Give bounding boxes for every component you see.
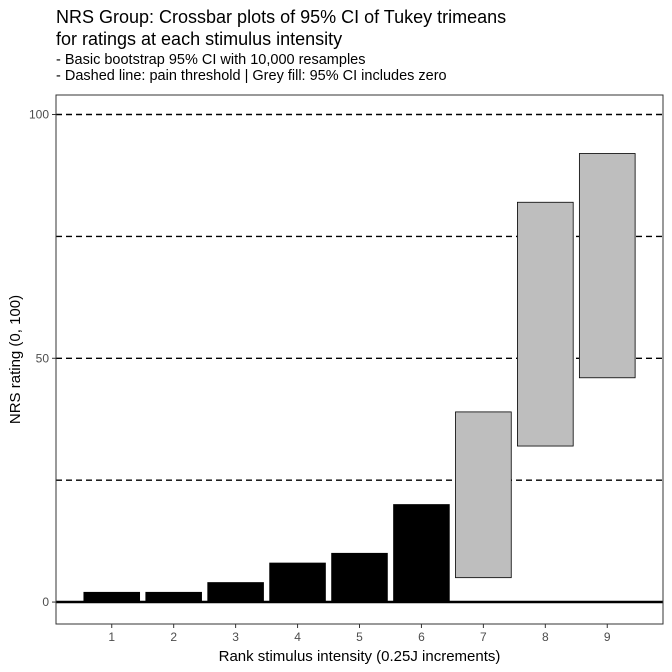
x-tick-label: 8	[542, 630, 549, 644]
x-tick-label: 4	[294, 630, 301, 644]
crossbar-1	[83, 591, 141, 603]
crossbar-8	[517, 201, 574, 447]
crossbar-3	[207, 582, 264, 603]
x-tick-label: 1	[108, 630, 115, 644]
y-axis-label: NRS rating (0, 100)	[7, 295, 24, 424]
x-tick-label: 3	[232, 630, 239, 644]
crossbar-5	[331, 552, 388, 603]
crossbar-9	[578, 153, 636, 379]
crossbar-7	[455, 411, 512, 579]
x-axis-ticks: 1 2 3 4 5 6 7 8 9	[108, 624, 611, 644]
chart-title-line-2: for ratings at each stimulus intensity	[56, 29, 343, 49]
chart-subtitle-line-2: - Dashed line: pain threshold | Grey fil…	[56, 68, 447, 84]
chart-title: NRS Group: Crossbar plots of 95% CI of T…	[56, 6, 506, 50]
x-tick-label: 2	[170, 630, 177, 644]
crossbar-4	[269, 562, 326, 603]
crossbars	[83, 153, 636, 603]
crossbar-2	[145, 591, 202, 603]
y-axis-ticks: 0 50 100	[29, 108, 56, 609]
y-tick-label: 100	[29, 108, 49, 122]
chart-subtitle: - Basic bootstrap 95% CI with 10,000 res…	[56, 52, 447, 84]
y-tick-label: 0	[42, 595, 49, 609]
x-axis-label: Rank stimulus intensity (0.25J increment…	[219, 648, 501, 665]
y-tick-label: 50	[36, 351, 50, 365]
x-tick-label: 7	[480, 630, 487, 644]
x-tick-label: 5	[356, 630, 363, 644]
chart-subtitle-line-1: - Basic bootstrap 95% CI with 10,000 res…	[56, 52, 366, 68]
chart-title-line-1: NRS Group: Crossbar plots of 95% CI of T…	[56, 7, 507, 27]
crossbar-6	[393, 504, 450, 603]
x-tick-label: 9	[604, 630, 611, 644]
x-tick-label: 6	[418, 630, 425, 644]
